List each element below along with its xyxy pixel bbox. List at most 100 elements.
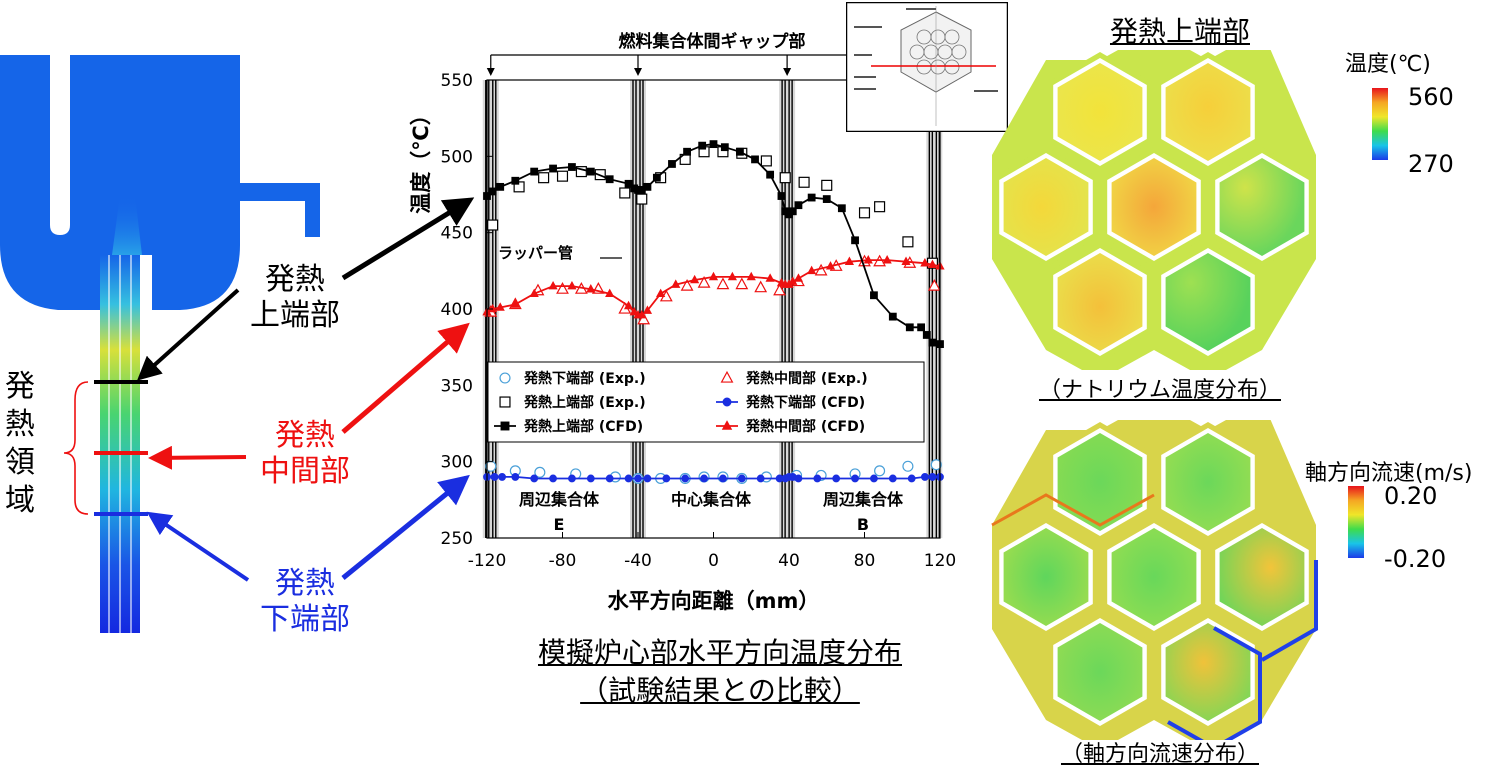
center-caption: 模擬炉心部水平方向温度分布 （試験結果との比較） <box>420 634 1020 710</box>
y-tick-label: 550 <box>441 71 473 91</box>
data-point <box>851 474 859 483</box>
data-point <box>760 155 772 167</box>
data-point <box>496 182 505 191</box>
assembly-field <box>1111 158 1197 256</box>
data-point <box>511 176 520 185</box>
data-point <box>930 459 942 471</box>
data-point <box>720 143 729 152</box>
data-point <box>882 254 892 264</box>
x-tick-label: 40 <box>778 551 800 571</box>
y-tick-label: 350 <box>441 376 473 396</box>
data-point <box>690 274 700 284</box>
chart-legend: 発熱下端部 (Exp.) 発熱中間部 (Exp.) 発熱上端部 (Exp.) 発熱下端… <box>487 361 925 443</box>
gap-pointer-head <box>783 68 792 76</box>
data-point <box>488 187 497 196</box>
data-point <box>498 473 506 481</box>
data-point <box>874 465 886 477</box>
y-tick-label: 500 <box>441 147 473 167</box>
data-point <box>928 473 937 481</box>
data-point <box>586 474 595 483</box>
assembly-field <box>1219 528 1305 626</box>
data-point <box>530 167 539 176</box>
data-point <box>870 474 878 483</box>
lower-arrow-to-chart <box>341 474 470 580</box>
gap-label: 燃料集合体間ギャップ部 <box>619 31 806 52</box>
data-point <box>888 312 897 321</box>
data-point <box>901 256 911 265</box>
data-point <box>567 280 577 290</box>
legend-label: 発熱中間部 (Exp.) <box>745 370 868 387</box>
flow-panel-caption: （軸方向流速分布） <box>1060 742 1259 767</box>
temp-panel-title: 発熱上端部 <box>1109 15 1250 48</box>
flow-colorbar <box>1348 486 1364 558</box>
low-velocity-edge <box>1167 626 1262 740</box>
data-point <box>623 300 634 310</box>
data-point <box>825 261 836 270</box>
upper-label: 発熱 上端部 <box>250 262 340 333</box>
data-point <box>680 278 694 291</box>
x-tick-label: -120 <box>468 551 507 571</box>
x-tick-label: 120 <box>924 551 956 571</box>
assembly-field <box>1165 253 1251 351</box>
temp-colorbar-title: 温度(℃) <box>1345 52 1431 77</box>
data-point <box>907 474 916 483</box>
data-point <box>495 302 505 311</box>
data-point <box>538 172 550 184</box>
data-point <box>637 309 647 319</box>
temp-colorbar-min: 270 <box>1408 150 1454 178</box>
upper-arrow-to-vessel <box>137 288 240 381</box>
data-point <box>921 473 929 481</box>
data-point <box>490 473 499 481</box>
upper-arrow-to-chart <box>341 197 475 281</box>
legend-label: 発熱上端部 (Exp.) <box>523 394 646 411</box>
data-point <box>727 271 737 281</box>
high-velocity-edge <box>991 493 1155 527</box>
data-point <box>697 275 711 288</box>
data-point <box>751 155 759 164</box>
assembly-field <box>1003 158 1089 256</box>
data-point <box>822 195 831 203</box>
x-tick-label: -80 <box>549 551 577 571</box>
data-point <box>681 474 690 483</box>
x-axis-label: 水平方向距離（mm） <box>608 589 820 613</box>
data-point <box>605 175 614 184</box>
data-point <box>642 305 653 314</box>
legend-box <box>487 361 925 443</box>
legend-marker <box>500 421 510 431</box>
assembly-field <box>1057 63 1143 161</box>
data-point <box>629 306 639 316</box>
data-point <box>637 312 651 325</box>
data-point <box>793 273 804 282</box>
legend-marker <box>499 372 511 384</box>
temp-panel-caption: （ナトリウム温度分布） <box>1038 378 1281 403</box>
legend-marker <box>722 397 732 407</box>
assembly-field <box>1057 433 1143 531</box>
legend-marker <box>721 420 733 430</box>
data-point <box>779 172 791 184</box>
data-point <box>643 182 652 191</box>
assembly-label-b-sub: B <box>857 515 869 534</box>
data-point <box>788 207 797 216</box>
data-point <box>548 280 558 290</box>
data-point <box>737 474 746 483</box>
data-point <box>530 474 539 483</box>
assembly-field <box>1111 528 1197 626</box>
heat-region-label: 発 熱 領 域 <box>5 369 35 518</box>
data-point <box>586 284 596 293</box>
flow-colorbar-max: 0.20 <box>1384 482 1438 510</box>
low-velocity-edge <box>1261 560 1318 662</box>
data-point <box>656 288 666 298</box>
data-point <box>487 219 499 231</box>
lower-label: 発熱 下端部 <box>260 566 350 637</box>
data-point <box>813 474 822 483</box>
data-point <box>575 166 587 178</box>
data-point <box>719 474 727 483</box>
data-point <box>671 279 681 288</box>
data-point <box>534 466 546 478</box>
assembly-label-e: 周辺集合体 <box>519 490 600 509</box>
connector-arrows <box>137 197 475 582</box>
assembly-field <box>1165 623 1251 721</box>
series-3 <box>483 473 944 483</box>
y-tick-label: 300 <box>441 453 473 473</box>
data-point <box>624 179 633 188</box>
